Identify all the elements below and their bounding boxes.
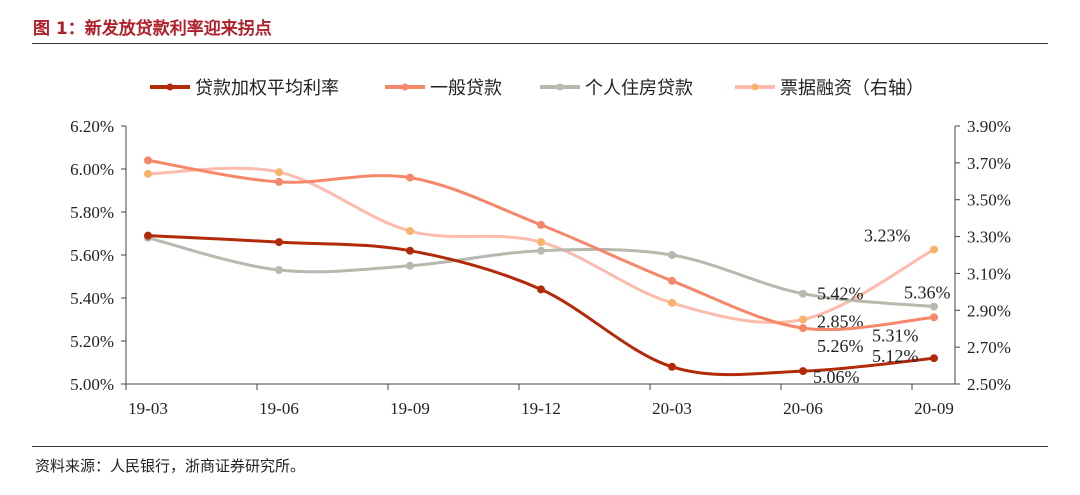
x-tick-label: 19-03: [128, 399, 168, 418]
data-point: [144, 169, 152, 178]
x-tick-label: 19-12: [521, 399, 561, 418]
x-tick-label: 20-09: [914, 399, 954, 418]
data-point: [799, 324, 807, 333]
left-tick-label: 6.20%: [70, 117, 114, 136]
data-point: [406, 227, 414, 236]
data-label: 2.85%: [817, 312, 864, 332]
legend-marker: [166, 83, 174, 91]
legend-marker: [556, 83, 564, 91]
data-point: [537, 238, 545, 247]
data-point: [799, 367, 807, 376]
data-label: 5.42%: [817, 284, 864, 304]
data-point: [537, 246, 545, 255]
left-tick-label: 5.20%: [70, 332, 114, 351]
right-tick-label: 3.50%: [967, 191, 1011, 210]
data-point: [537, 285, 545, 294]
data-point: [144, 231, 152, 240]
right-tick-label: 2.70%: [967, 338, 1011, 357]
right-tick-label: 2.90%: [967, 301, 1011, 320]
data-point: [406, 246, 414, 255]
source-note: 资料来源：人民银行，浙商证券研究所。: [35, 457, 306, 475]
right-tick-label: 3.10%: [967, 264, 1011, 283]
line-chart: 5.00% 5.20% 5.40% 5.60% 5.80% 6.00% 6.20% 2.50%…: [70, 78, 1011, 418]
data-label: 5.06%: [813, 367, 860, 387]
left-tick-label: 5.80%: [70, 203, 114, 222]
data-point: [930, 245, 938, 254]
data-point: [799, 289, 807, 298]
legend-label: 贷款加权平均利率: [195, 78, 339, 98]
right-tick-label: 2.50%: [967, 375, 1011, 394]
data-label: 5.26%: [817, 336, 864, 356]
data-point: [144, 156, 152, 165]
data-point: [275, 266, 283, 275]
data-point: [930, 313, 938, 322]
right-tick-label: 3.90%: [967, 117, 1011, 136]
data-point: [668, 251, 676, 259]
x-tick-label: 20-06: [783, 399, 823, 418]
source-divider: [32, 446, 1048, 447]
x-tick-label: 19-09: [390, 399, 430, 418]
data-point: [930, 302, 938, 311]
data-point: [799, 315, 807, 324]
legend-label: 个人住房贷款: [585, 78, 693, 98]
data-point: [930, 354, 938, 363]
x-tick-label: 20-03: [652, 399, 692, 418]
data-point: [537, 220, 545, 229]
data-point: [275, 177, 283, 186]
legend-label: 票据融资（右轴）: [780, 78, 924, 98]
right-tick-label: 3.70%: [967, 154, 1011, 173]
legend-marker: [751, 83, 759, 91]
data-label: 5.36%: [904, 283, 951, 303]
data-label: 5.31%: [872, 325, 919, 345]
left-tick-label: 5.40%: [70, 289, 114, 308]
figure-title: 图 1：新发放贷款利率迎来拐点: [33, 19, 272, 39]
right-tick-label: 3.30%: [967, 228, 1011, 247]
data-point: [275, 238, 283, 247]
title-divider: [32, 43, 1048, 44]
x-tick-label: 19-06: [259, 399, 299, 418]
data-label: 3.23%: [864, 225, 911, 245]
legend-label: 一般贷款: [430, 78, 502, 98]
data-label: 5.12%: [872, 346, 919, 366]
data-point: [406, 173, 414, 182]
left-tick-label: 5.60%: [70, 246, 114, 265]
data-point: [406, 261, 414, 270]
left-tick-label: 5.00%: [70, 375, 114, 394]
data-point: [668, 298, 676, 307]
data-point: [668, 362, 676, 371]
data-point: [275, 168, 283, 177]
legend-marker: [401, 83, 409, 91]
left-tick-label: 6.00%: [70, 160, 114, 179]
data-point: [668, 276, 676, 285]
